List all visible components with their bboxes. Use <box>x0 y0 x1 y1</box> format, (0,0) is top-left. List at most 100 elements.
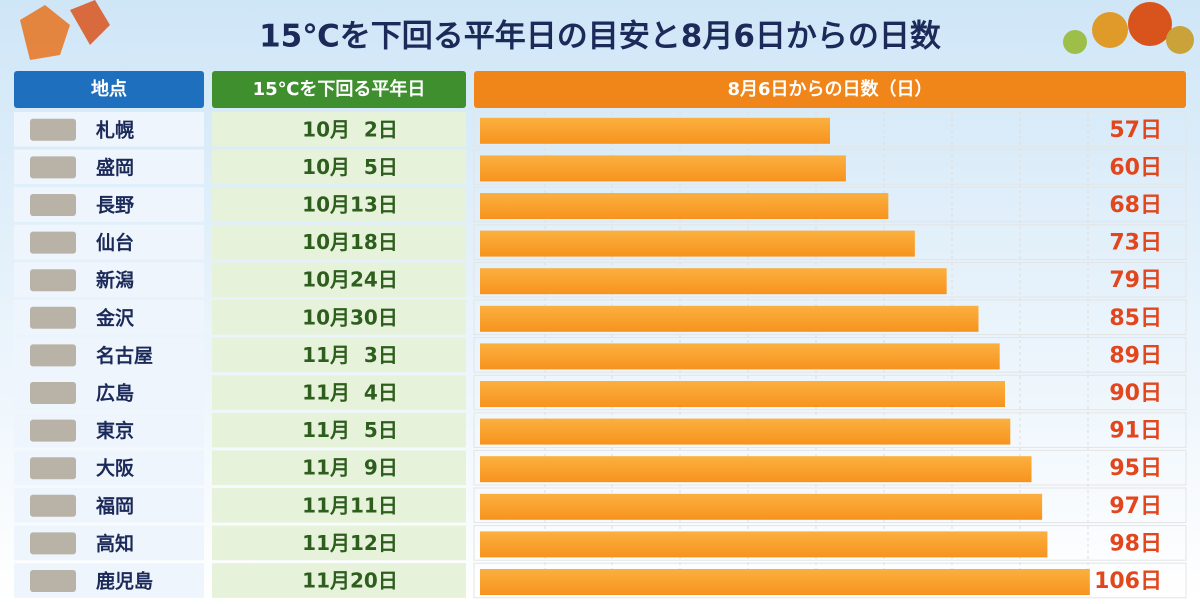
row-cell <box>212 375 466 410</box>
category-label: 鹿児島 <box>96 570 153 593</box>
city-icon <box>30 382 76 404</box>
row-cell <box>212 412 466 448</box>
row-cell <box>473 111 1187 148</box>
row-cell <box>473 261 1187 298</box>
bar <box>480 569 1090 595</box>
category-label: 広島 <box>96 382 134 405</box>
row-cell <box>473 412 1187 448</box>
value-label: 68日 <box>1109 193 1162 218</box>
bar <box>480 193 889 219</box>
date-label: 10月18日 <box>302 230 398 254</box>
header-label: 15℃を下回る平年日 <box>253 78 426 100</box>
category-label: 名古屋 <box>96 344 153 367</box>
value-label: 91日 <box>1109 419 1162 444</box>
value-label: 97日 <box>1109 494 1162 519</box>
city-icon <box>30 231 76 254</box>
date-label: 11月11日 <box>302 493 398 517</box>
row-cell <box>212 149 466 185</box>
date-label: 10月24日 <box>302 268 398 292</box>
value-label: 79日 <box>1109 268 1162 293</box>
value-label: 106日 <box>1094 569 1162 594</box>
date-label: 11月 3日 <box>302 343 398 367</box>
city-icon <box>30 194 76 216</box>
city-icon <box>30 494 76 517</box>
row-cell <box>212 112 466 147</box>
value-label: 73日 <box>1109 231 1162 256</box>
bar <box>480 531 1048 558</box>
category-label: 新潟 <box>96 269 134 292</box>
bar <box>480 230 915 257</box>
city-icon <box>30 532 76 555</box>
header-cell <box>14 71 204 108</box>
header-cell <box>474 71 1186 108</box>
chart-title: 15℃を下回る平年日の目安と8月6日からの日数 <box>259 19 941 55</box>
row-cell <box>473 374 1187 411</box>
value-label: 90日 <box>1109 381 1162 406</box>
bar <box>480 381 1005 407</box>
row-cell <box>212 187 466 222</box>
category-label: 仙台 <box>96 231 134 254</box>
bar <box>480 418 1011 445</box>
row-cell <box>212 525 466 561</box>
date-label: 11月 4日 <box>302 381 398 405</box>
row-cell <box>212 563 466 598</box>
header-cell <box>212 71 466 108</box>
row-cell <box>473 224 1187 260</box>
category-label: 札幌 <box>95 118 134 141</box>
city-icon <box>30 156 76 179</box>
bar <box>480 117 830 144</box>
row-cell <box>473 149 1187 185</box>
city-icon <box>30 344 76 367</box>
city-icon <box>30 306 76 329</box>
category-label: 東京 <box>96 419 134 442</box>
row-cell <box>473 525 1187 561</box>
city-icon <box>30 118 76 141</box>
city-icon <box>30 570 76 592</box>
value-label: 89日 <box>1109 343 1162 368</box>
category-label: 金沢 <box>95 306 135 329</box>
date-label: 10月13日 <box>302 193 398 217</box>
date-label: 10月 5日 <box>302 155 398 179</box>
header-label: 地点 <box>91 78 127 100</box>
category-label: 盛岡 <box>96 156 134 179</box>
city-icon <box>30 457 76 480</box>
row-cell <box>473 299 1187 336</box>
bar <box>480 268 947 295</box>
bar <box>480 456 1032 483</box>
row-cell <box>212 488 466 523</box>
city-icon <box>30 419 76 442</box>
row-cell <box>212 300 466 335</box>
value-label: 57日 <box>1109 118 1162 143</box>
date-label: 11月20日 <box>302 569 398 593</box>
value-label: 98日 <box>1109 531 1162 556</box>
date-label: 11月 9日 <box>302 456 398 480</box>
bar <box>480 305 979 332</box>
row-cell <box>212 262 466 297</box>
decoration <box>20 0 1194 60</box>
row-cell <box>473 487 1187 524</box>
row-cell <box>212 450 466 485</box>
category-label: 長野 <box>96 195 134 217</box>
header-label: 8月6日からの日数（日） <box>727 78 932 100</box>
category-label: 高知 <box>96 532 134 555</box>
bar <box>480 343 1000 370</box>
date-label: 10月30日 <box>302 305 398 329</box>
city-icon <box>30 269 76 292</box>
value-label: 85日 <box>1109 306 1162 331</box>
bar <box>480 493 1043 520</box>
value-label: 95日 <box>1109 456 1162 481</box>
row-cell <box>473 186 1187 223</box>
row-cell <box>212 337 466 373</box>
row-cell <box>473 449 1187 486</box>
row-cell <box>473 337 1187 373</box>
bar <box>480 155 846 182</box>
date-label: 10月 2日 <box>302 117 398 141</box>
row-cell <box>473 562 1187 599</box>
category-label: 福岡 <box>95 494 134 517</box>
date-label: 11月12日 <box>302 531 398 555</box>
value-label: 60日 <box>1109 155 1162 180</box>
row-cell <box>212 224 466 260</box>
date-label: 11月 5日 <box>302 418 398 442</box>
category-label: 大阪 <box>96 457 135 480</box>
